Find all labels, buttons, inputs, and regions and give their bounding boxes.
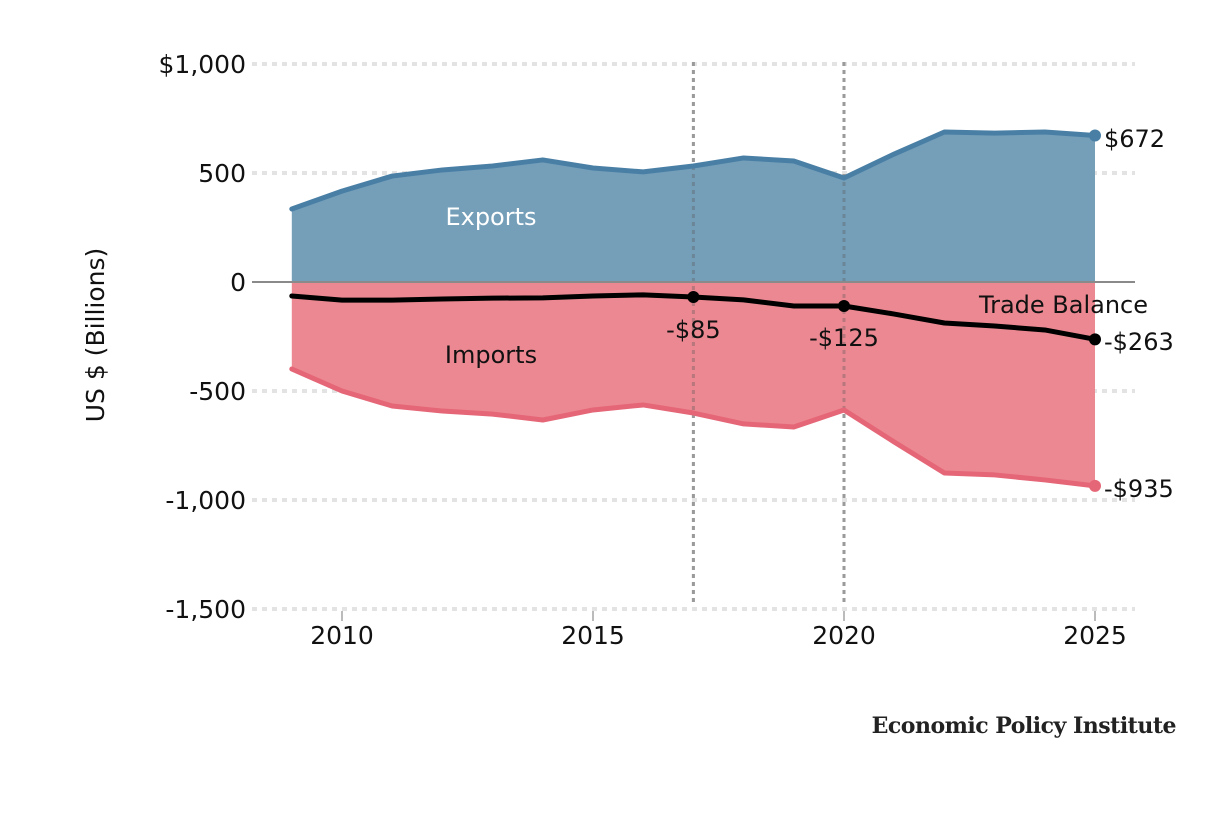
exports-area (291, 132, 1095, 282)
annotation-point (838, 299, 850, 312)
x-tick-label: 2020 (812, 621, 876, 650)
x-tick-label: 2015 (561, 621, 625, 650)
y-tick-label: 500 (198, 159, 246, 188)
balance-end-label: -$263 (1104, 328, 1174, 356)
imports-series-label: Imports (445, 341, 537, 369)
y-axis-label: US $ (Billions) (81, 248, 110, 423)
imports-end-point (1089, 479, 1101, 492)
exports-line (289, 129, 1098, 212)
y-tick-label: -1,500 (165, 595, 246, 624)
exports-series-label: Exports (445, 203, 536, 231)
x-axis-ticks: 2010 2015 2020 2025 (310, 611, 1127, 650)
y-axis-ticks: $1,000 500 0 -500 -1,000 -1,500 (159, 50, 246, 624)
annotation-point (687, 291, 700, 304)
y-tick-label: 0 (230, 268, 246, 297)
exports-end-point (1089, 129, 1101, 142)
annotation-2017-label: -$85 (666, 316, 720, 344)
x-tick-label: 2025 (1063, 621, 1127, 650)
x-tick-label: 2010 (310, 621, 374, 650)
balance-end-point (1089, 333, 1101, 346)
y-tick-label: $1,000 (159, 50, 246, 79)
credit-logo-text: Economic Policy Institute (871, 713, 1177, 739)
y-tick-label: -500 (189, 377, 246, 406)
imports-line (289, 366, 1098, 489)
imports-end-label: -$935 (1104, 475, 1174, 503)
line-series (289, 129, 1101, 492)
annotation-2020-label: -$125 (809, 324, 879, 352)
imports-area (291, 282, 1095, 486)
area-series (291, 62, 1095, 606)
exports-end-label: $672 (1104, 125, 1165, 153)
y-tick-label: -1,000 (165, 486, 246, 515)
balance-series-label: Trade Balance (978, 291, 1148, 319)
